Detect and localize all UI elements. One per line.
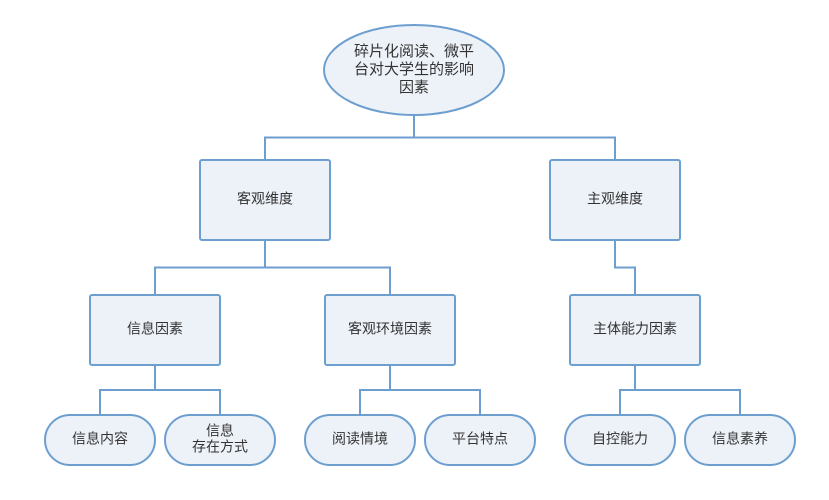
leaf-node-label: 存在方式	[192, 439, 248, 455]
leaf-node-label: 阅读情境	[332, 431, 388, 447]
leaf-node-label: 信息	[206, 423, 234, 439]
level3-node-label: 主体能力因素	[593, 321, 677, 337]
root-label: 台对大学生的影响	[354, 61, 474, 78]
leaf-node-label: 信息素养	[712, 431, 768, 447]
leaf-node-label: 自控能力	[592, 431, 648, 447]
level3-node-label: 信息因素	[127, 321, 183, 337]
tree-diagram: 碎片化阅读、微平台对大学生的影响因素客观维度 主观维度信息因素 客观环境因素 主体能力…	[0, 0, 829, 500]
level2-node-label: 客观维度	[237, 191, 293, 207]
leaf-node-label: 平台特点	[452, 431, 508, 447]
root-label: 碎片化阅读、微平	[354, 43, 474, 60]
root-label: 因素	[399, 79, 429, 96]
leaf-node-label: 信息内容	[72, 431, 128, 447]
level2-node-label: 主观维度	[587, 191, 643, 207]
level3-node-label: 客观环境因素	[348, 321, 432, 337]
